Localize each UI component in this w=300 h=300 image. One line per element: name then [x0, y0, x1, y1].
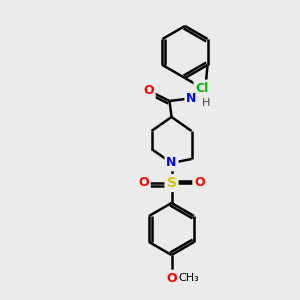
Text: N: N [186, 92, 197, 106]
Text: O: O [138, 176, 149, 190]
Text: H: H [202, 98, 210, 108]
Text: O: O [166, 272, 177, 284]
Text: O: O [194, 176, 205, 190]
Text: O: O [143, 85, 154, 98]
Text: N: N [166, 157, 177, 169]
Text: CH₃: CH₃ [178, 273, 199, 283]
Text: Cl: Cl [195, 82, 208, 94]
Text: S: S [167, 176, 176, 190]
